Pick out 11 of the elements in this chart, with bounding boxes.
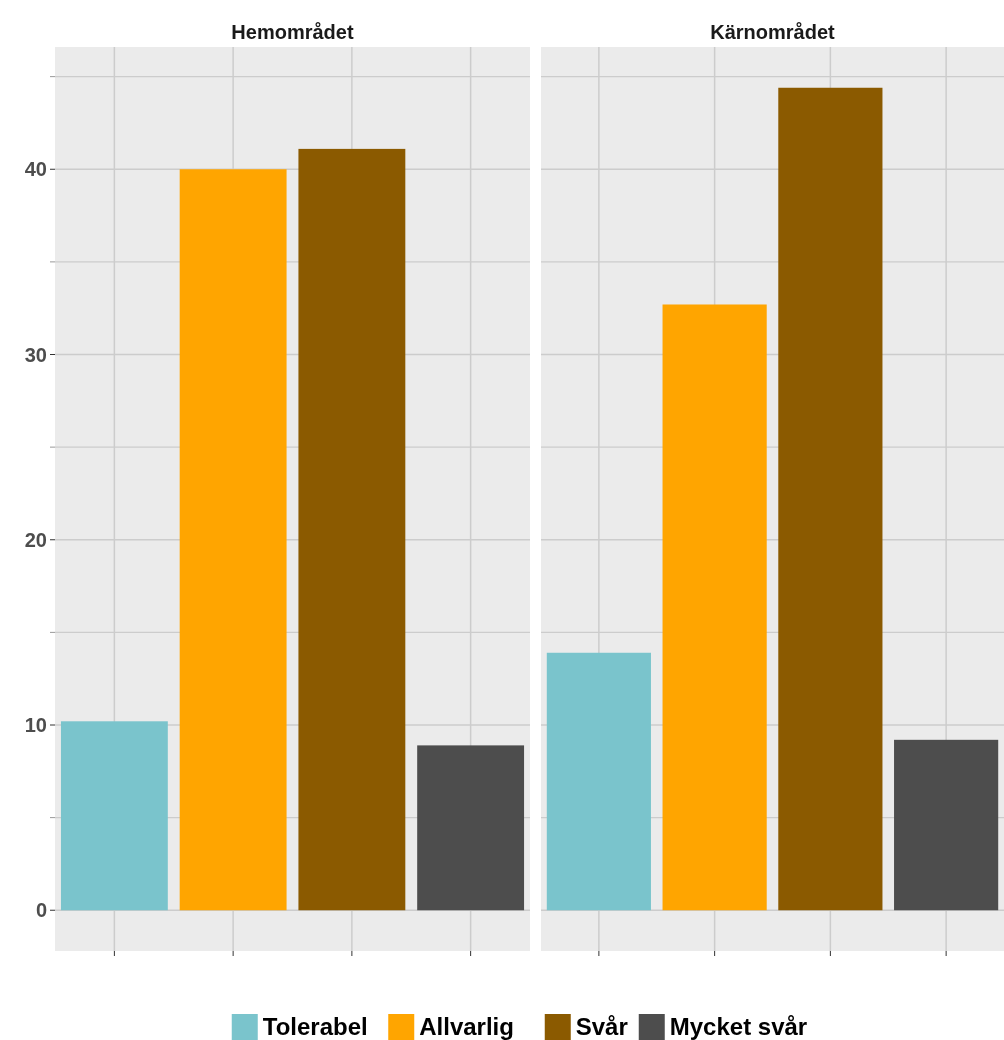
legend-label: Svår: [575, 1013, 628, 1040]
x-tick-label: Hemområdet: [231, 21, 354, 43]
legend-label: Allvarlig: [419, 1013, 514, 1040]
legend-label: Mycket svår: [669, 1013, 808, 1040]
y-tick-label: 40: [24, 158, 47, 181]
y-tick-label: 0: [35, 899, 47, 922]
y-tick-label: 20: [24, 528, 47, 551]
y-tick-label: 10: [24, 714, 47, 736]
y-tick-label: 30: [24, 343, 47, 366]
x-tick-label: Kärnområdet: [710, 21, 836, 43]
legend-label: Tolerabel: [262, 1013, 368, 1040]
